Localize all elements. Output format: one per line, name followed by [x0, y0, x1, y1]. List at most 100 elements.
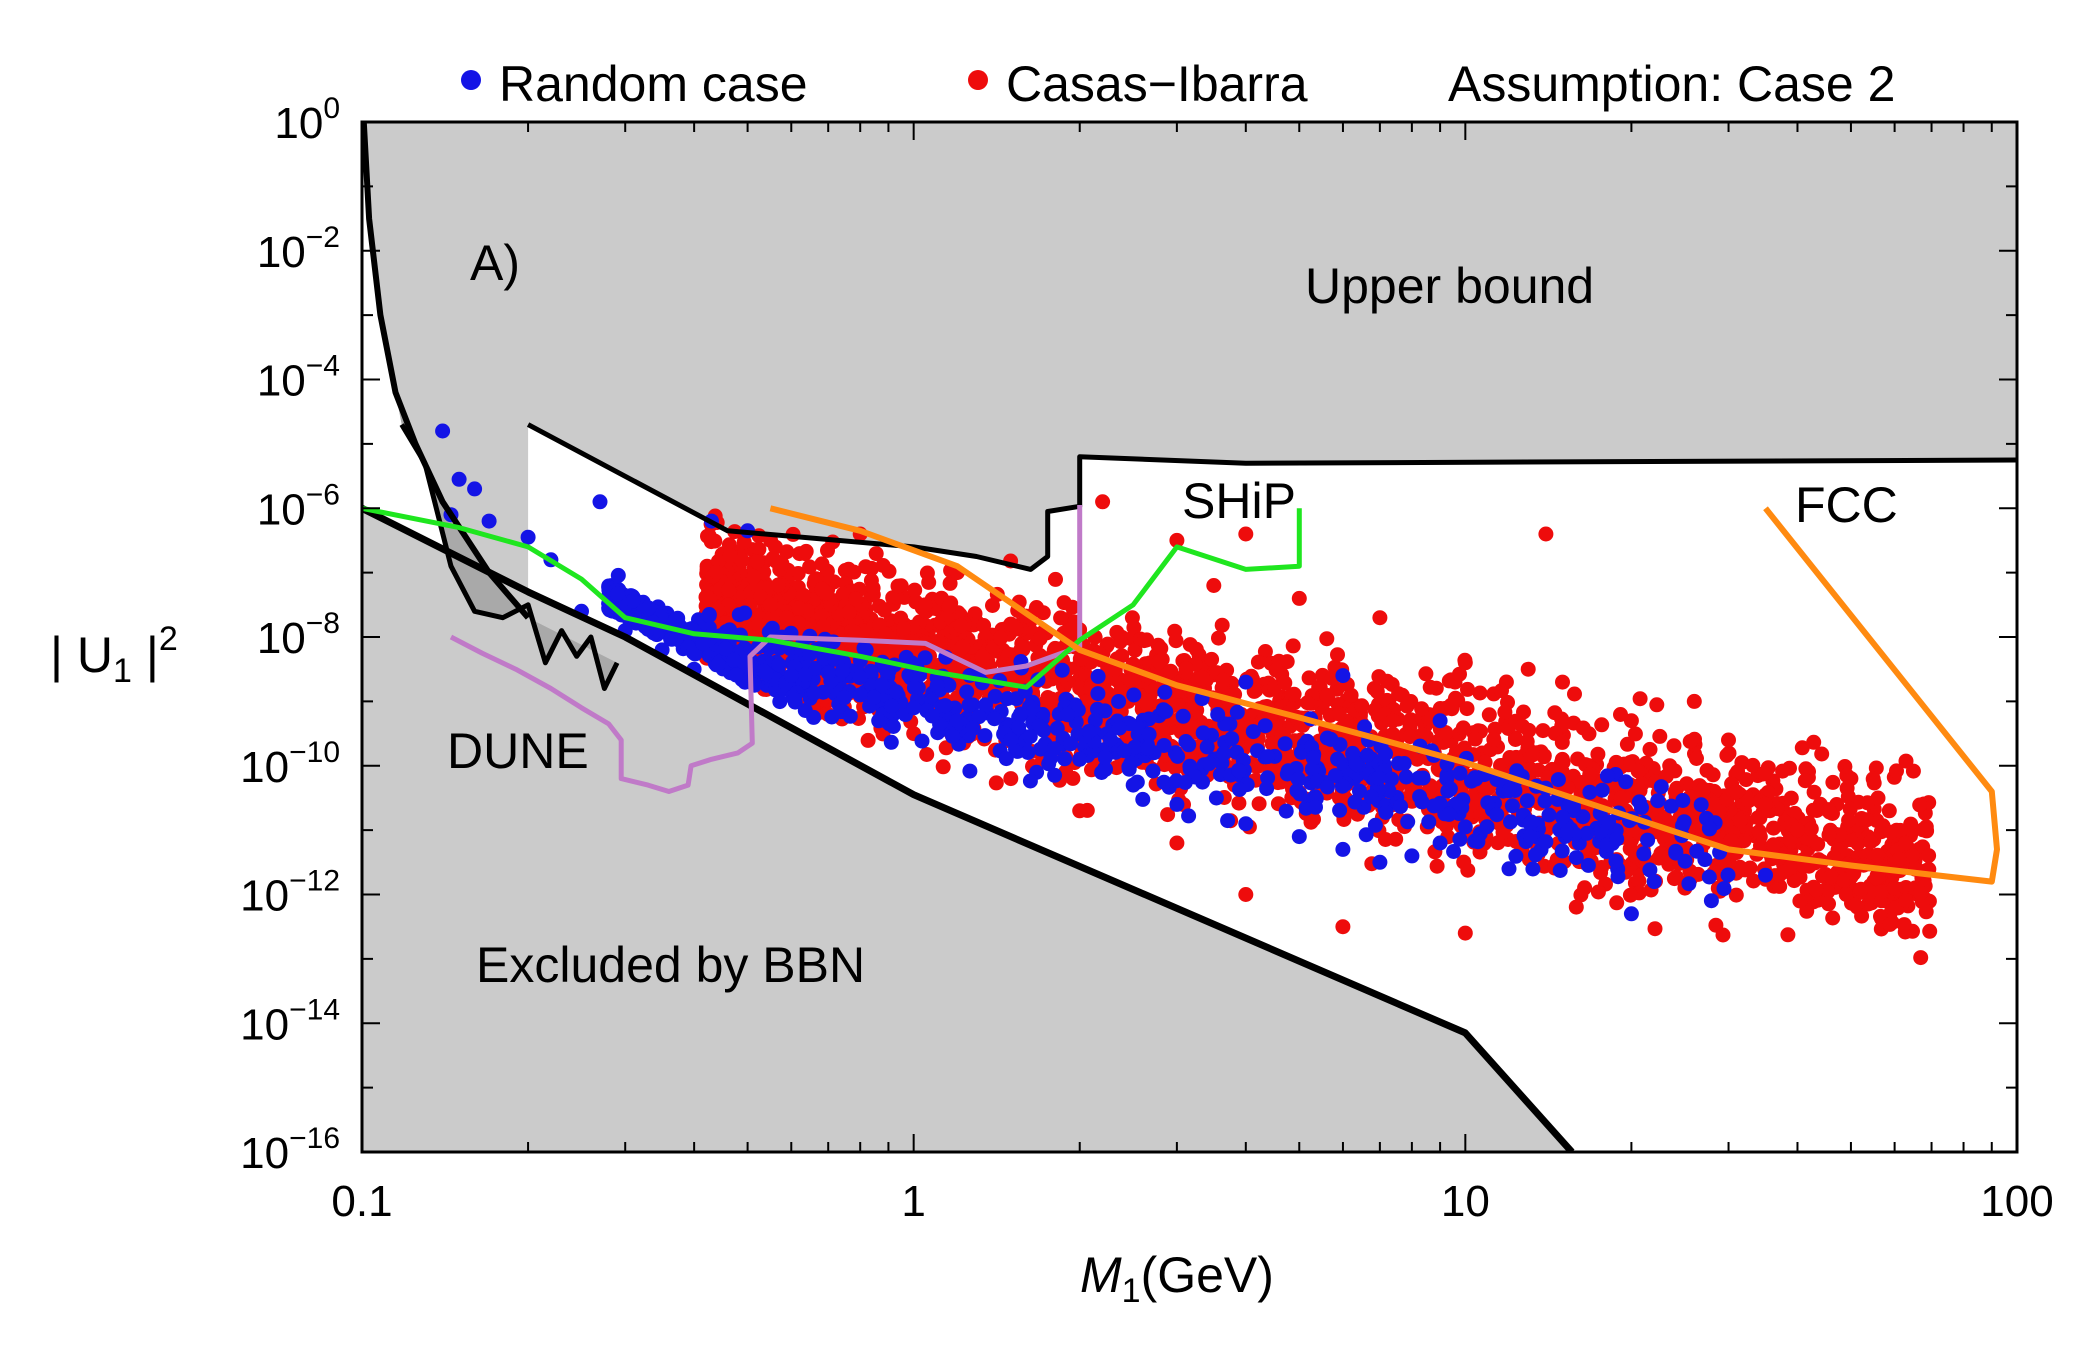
random-case-point: [625, 593, 641, 609]
random-case-point: [1175, 708, 1191, 724]
casas-ibarra-point: [770, 577, 786, 593]
random-case-point: [1457, 819, 1473, 835]
casas-ibarra-point: [1291, 590, 1307, 606]
casas-ibarra-point: [1372, 610, 1388, 626]
casas-ibarra-point: [860, 732, 876, 748]
casas-ibarra-point: [1627, 726, 1643, 742]
x-axis-title-main: M: [1080, 1247, 1122, 1303]
casas-ibarra-point: [1825, 910, 1841, 926]
random-case-point: [1277, 736, 1293, 752]
casas-ibarra-point: [1780, 927, 1796, 943]
casas-ibarra-point: [1568, 899, 1584, 915]
random-case-point: [1404, 848, 1420, 864]
random-case-point: [1618, 774, 1634, 790]
random-case-point: [1125, 777, 1141, 793]
random-case-point: [917, 650, 933, 666]
casas-ibarra-point: [935, 759, 951, 775]
casas-ibarra-point: [1466, 792, 1482, 808]
casas-ibarra-point: [1457, 925, 1473, 941]
casas-ibarra-point: [967, 606, 983, 622]
random-case-point: [1501, 861, 1517, 877]
casas-ibarra-point: [1238, 887, 1254, 902]
random-case-point: [797, 667, 813, 683]
random-case-point: [1432, 713, 1448, 729]
random-case-point: [783, 668, 799, 684]
casas-ibarra-point: [1061, 622, 1077, 638]
random-case-point: [1259, 781, 1275, 797]
casas-ibarra-point: [1521, 722, 1537, 738]
random-case-point: [695, 635, 711, 651]
random-case-point: [1156, 738, 1172, 753]
random-case-point: [451, 471, 467, 487]
random-case-point: [1156, 774, 1172, 790]
casas-ibarra-point: [1056, 595, 1072, 611]
random-case-point: [1468, 771, 1484, 787]
casas-ibarra-point: [1652, 728, 1668, 744]
casas-ibarra-point: [1806, 784, 1822, 800]
y-axis-title: | U1 |2: [50, 620, 178, 690]
casas-ibarra-point: [1798, 761, 1814, 777]
casas-ibarra-point: [1535, 723, 1551, 739]
casas-ibarra-point: [938, 740, 954, 756]
random-case-point: [888, 684, 904, 700]
random-case-point: [971, 709, 987, 725]
casas-ibarra-point: [1808, 882, 1824, 898]
casas-ibarra-point: [779, 610, 795, 626]
random-case-point: [1081, 724, 1097, 739]
random-case-point: [1238, 674, 1254, 690]
casas-ibarra-point: [1494, 683, 1509, 699]
random-case-point: [883, 734, 899, 750]
casas-ibarra-point: [841, 604, 857, 620]
random-case-point: [941, 677, 957, 693]
random-case-point: [1668, 845, 1684, 861]
random-case-point: [1646, 874, 1662, 890]
panel-label: A): [470, 235, 520, 291]
random-case-point: [962, 763, 978, 779]
casas-ibarra-point: [1486, 731, 1502, 747]
casas-ibarra-point: [907, 582, 923, 598]
random-case-point: [1758, 867, 1773, 883]
casas-ibarra-point: [1567, 686, 1582, 702]
casas-ibarra-point: [1728, 887, 1744, 903]
casas-ibarra-point: [1095, 494, 1111, 510]
casas-ibarra-point: [976, 618, 992, 633]
y-axis-title-suffix: |: [132, 627, 159, 683]
casas-ibarra-point: [1231, 795, 1247, 811]
casas-ibarra-point: [1277, 675, 1293, 691]
random-case-point: [685, 645, 701, 661]
random-case-point: [1054, 662, 1070, 678]
casas-ibarra-point: [1913, 950, 1929, 966]
casas-ibarra-point: [1666, 871, 1682, 887]
random-case-point: [1323, 731, 1339, 747]
casas-ibarra-point: [1211, 630, 1226, 646]
legend-label-casas: Casas−Ibarra: [1006, 56, 1308, 112]
casas-ibarra-point: [1822, 804, 1838, 820]
random-case-point: [1414, 794, 1430, 810]
casas-ibarra-point: [1741, 792, 1757, 808]
casas-ibarra-point: [1689, 751, 1704, 766]
casas-ibarra-point: [1257, 644, 1273, 659]
casas-ibarra-point: [1168, 633, 1184, 649]
casas-ibarra-point: [1843, 771, 1859, 787]
random-case-point: [1245, 724, 1261, 740]
random-case-point: [1199, 739, 1215, 755]
random-case-point: [1396, 756, 1412, 771]
casas-ibarra-point: [1686, 693, 1702, 709]
casas-ibarra-point: [1508, 732, 1523, 747]
random-case-point: [592, 494, 608, 510]
random-case-point: [1046, 741, 1062, 757]
casas-ibarra-point: [1330, 647, 1345, 663]
random-case-point: [1140, 740, 1156, 756]
casas-ibarra-point: [1519, 734, 1535, 750]
casas-ibarra-point: [868, 546, 884, 562]
random-case-point: [718, 641, 733, 657]
random-case-point: [1441, 806, 1457, 822]
casas-ibarra-point: [1126, 620, 1142, 635]
casas-ibarra-point: [699, 589, 715, 605]
random-case-point: [710, 656, 726, 672]
random-case-point: [1372, 854, 1388, 870]
random-case-point: [1220, 813, 1236, 829]
random-case-point: [1701, 869, 1717, 885]
random-case-point: [1367, 817, 1383, 833]
